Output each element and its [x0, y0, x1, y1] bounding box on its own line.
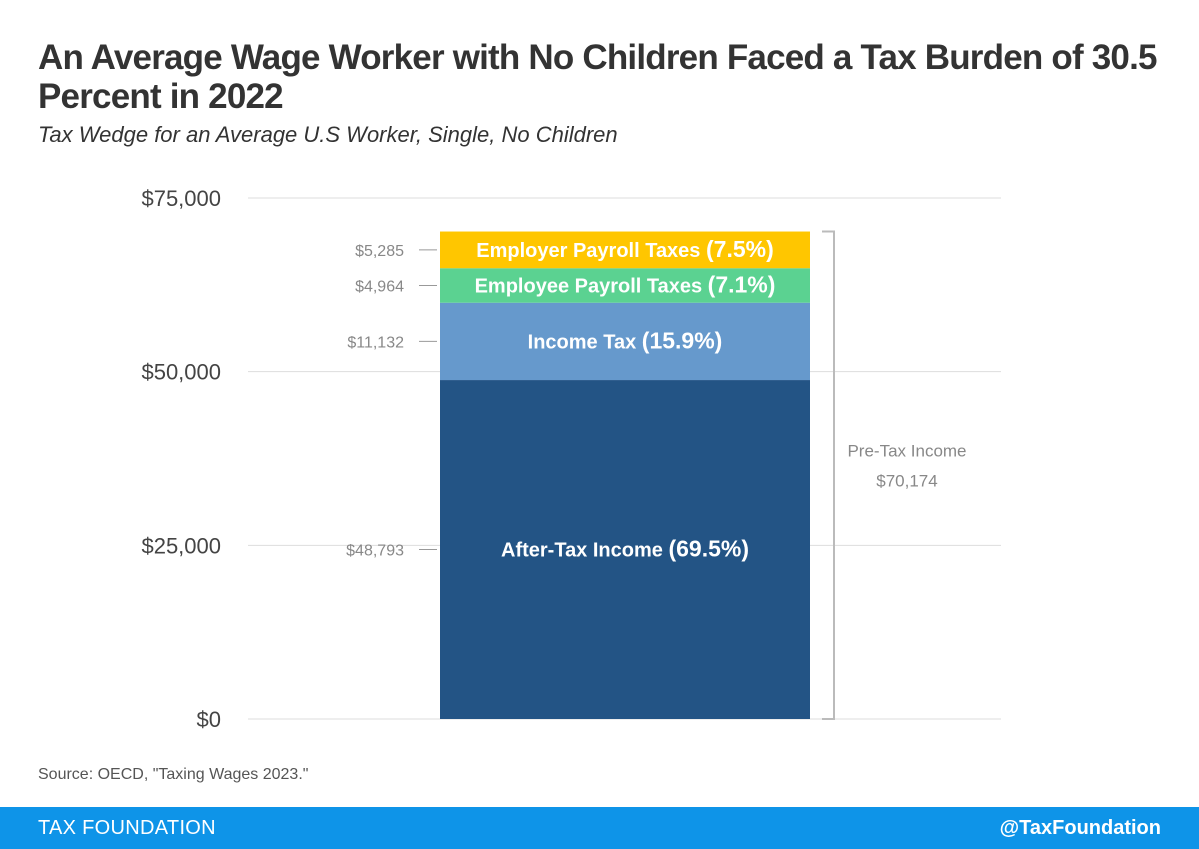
total-bracket: Pre-Tax Income $70,174 — [822, 230, 967, 720]
segment-value-label: $48,793 — [346, 543, 404, 560]
segment-value-label: $11,132 — [347, 334, 404, 351]
total-label: Pre-Tax Income — [847, 441, 966, 460]
source-note: Source: OECD, "Taxing Wages 2023." — [38, 766, 309, 783]
segment-name: Employer Payroll Taxes — [476, 240, 706, 262]
y-tick-label: $25,000 — [141, 533, 221, 558]
segment-name: Employee Payroll Taxes — [475, 275, 708, 297]
segment-percent: (7.5%) — [706, 236, 774, 262]
chart-subtitle: Tax Wedge for an Average U.S Worker, Sin… — [38, 122, 618, 147]
footer-bar: TAX FOUNDATION @TaxFoundation — [0, 807, 1199, 849]
segment-value-label: $5,285 — [355, 243, 404, 260]
segment-name: After-Tax Income — [501, 540, 668, 562]
bar-segment — [440, 302, 810, 381]
segment-label: Employee Payroll Taxes (7.1%) — [475, 271, 776, 297]
segment-name: Income Tax — [528, 331, 642, 353]
bar-segment — [440, 380, 810, 719]
segment-value-label: $4,964 — [355, 278, 404, 295]
segment-label: Income Tax (15.9%) — [528, 327, 723, 353]
y-tick-label: $0 — [197, 707, 221, 732]
y-tick-label: $75,000 — [141, 186, 221, 211]
segment-label: Employer Payroll Taxes (7.5%) — [476, 236, 774, 262]
footer-handle[interactable]: @TaxFoundation — [999, 817, 1161, 839]
bar-segments — [440, 231, 810, 719]
segment-percent: (15.9%) — [642, 327, 723, 353]
total-value: $70,174 — [876, 471, 937, 490]
chart-title: An Average Wage Worker with No Children … — [38, 38, 1157, 116]
bar-segment — [440, 268, 810, 303]
total-bracket-line — [822, 230, 835, 720]
footer-brand[interactable]: TAX FOUNDATION — [38, 817, 216, 839]
segment-labels: After-Tax Income (69.5%) Income Tax (15.9… — [475, 236, 776, 562]
segment-percent: (69.5%) — [668, 536, 749, 562]
value-labels: $48,793 $11,132 $4,964 $5,285 — [346, 243, 437, 560]
segment-label: After-Tax Income (69.5%) — [501, 536, 749, 562]
stacked-bar-chart: $0 $25,000 $50,000 $75,000 After-Tax Income… — [141, 186, 1001, 732]
bar-segment — [440, 231, 810, 269]
y-tick-label: $50,000 — [141, 360, 221, 385]
y-axis-ticks: $0 $25,000 $50,000 $75,000 — [141, 186, 221, 732]
segment-percent: (7.1%) — [708, 271, 776, 297]
